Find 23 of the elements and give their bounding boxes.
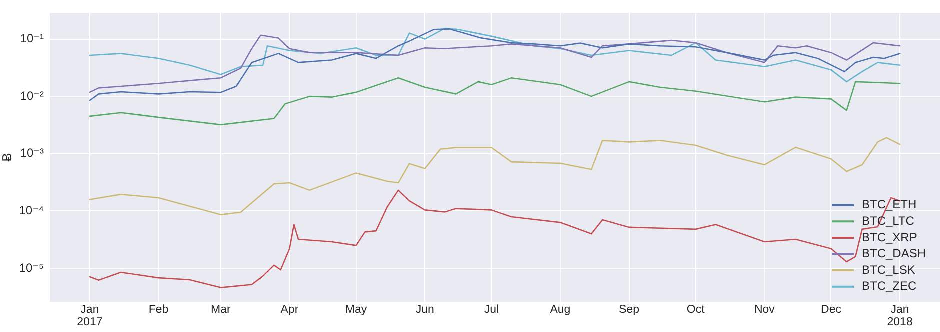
legend-label: BTC_DASH: [862, 246, 926, 261]
x-tick-label: Sep: [619, 304, 640, 316]
y-tick-label: 10⁻¹: [20, 32, 44, 46]
y-tick-label: 10⁻³: [20, 146, 44, 160]
x-tick-label: Apr: [280, 304, 299, 316]
x-tick-label: Feb: [148, 304, 169, 316]
legend-label: BTC_ZEC: [862, 279, 917, 294]
x-tick-label: Oct: [686, 304, 706, 316]
x-tick-label: Jun: [416, 304, 434, 316]
y-tick-label: 10⁻²: [20, 88, 44, 103]
y-axis-title: Ƀ: [0, 153, 14, 162]
x-tick-label: Jan 2018: [887, 304, 913, 328]
x-tick-label: Jul: [484, 304, 500, 316]
x-tick-label: May: [345, 304, 368, 316]
x-tick-label: Dec: [821, 304, 842, 316]
legend-label: BTC_XRP: [862, 230, 918, 244]
x-tick-label: Nov: [754, 304, 776, 316]
y-tick-label: 10⁻⁴: [19, 203, 44, 218]
x-tick-label: Aug: [550, 304, 571, 316]
x-tick-label: Mar: [210, 304, 231, 316]
legend-label: BTC_LSK: [862, 262, 916, 277]
y-tick-label: 10⁻⁵: [19, 260, 44, 275]
x-tick-label: Jan 2017: [77, 304, 103, 328]
